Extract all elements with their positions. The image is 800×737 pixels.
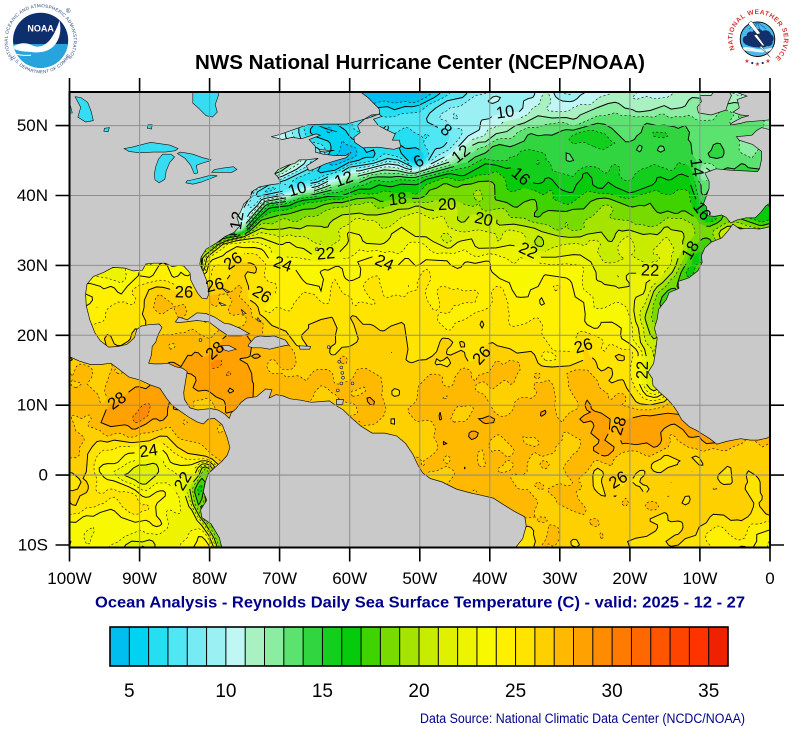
svg-text:10S: 10S: [18, 536, 48, 555]
svg-text:30N: 30N: [17, 256, 48, 275]
svg-text:20W: 20W: [612, 569, 647, 588]
svg-text:26: 26: [572, 335, 595, 358]
svg-text:★: ★: [755, 61, 760, 68]
svg-text:0: 0: [765, 569, 774, 588]
svg-text:10: 10: [495, 102, 516, 122]
svg-text:20: 20: [473, 209, 495, 231]
svg-text:24: 24: [372, 251, 396, 275]
svg-text:26: 26: [175, 283, 194, 301]
svg-text:20: 20: [408, 681, 429, 702]
svg-text:80W: 80W: [192, 569, 227, 588]
svg-text:22: 22: [633, 361, 652, 380]
svg-text:5: 5: [124, 681, 135, 702]
svg-text:10N: 10N: [17, 396, 48, 415]
svg-text:22: 22: [641, 261, 660, 279]
svg-text:NWS National Hurricane Center: NWS National Hurricane Center (NCEP/NOAA…: [195, 52, 645, 74]
svg-text:100W: 100W: [47, 569, 91, 588]
svg-text:18: 18: [388, 189, 408, 209]
svg-text:40N: 40N: [17, 186, 48, 205]
svg-text:20: 20: [438, 195, 457, 214]
svg-text:10W: 10W: [682, 569, 717, 588]
svg-text:★: ★: [744, 58, 749, 65]
svg-text:26: 26: [204, 275, 226, 297]
svg-text:25: 25: [505, 681, 526, 702]
svg-text:Data Source: National Climatic: Data Source: National Climatic Data Cent…: [420, 711, 745, 726]
svg-text:★: ★: [765, 58, 770, 65]
svg-text:24: 24: [138, 441, 159, 461]
svg-text:10: 10: [215, 681, 236, 702]
svg-text:30W: 30W: [542, 569, 577, 588]
svg-text:12: 12: [332, 168, 356, 191]
svg-text:22: 22: [316, 244, 336, 264]
svg-text:0: 0: [39, 466, 48, 485]
svg-text:28: 28: [608, 414, 631, 437]
svg-text:30: 30: [602, 681, 623, 702]
svg-text:50W: 50W: [402, 569, 437, 588]
svg-text:50N: 50N: [17, 116, 48, 135]
svg-text:12: 12: [227, 210, 248, 231]
svg-text:20N: 20N: [17, 326, 48, 345]
svg-text:15: 15: [312, 681, 333, 702]
svg-text:40W: 40W: [472, 569, 507, 588]
svg-text:Ocean Analysis - Reynolds Dail: Ocean Analysis - Reynolds Daily Sea Surf…: [95, 595, 745, 612]
svg-text:70W: 70W: [262, 569, 297, 588]
svg-text:24: 24: [271, 253, 294, 276]
svg-text:10: 10: [286, 178, 309, 200]
svg-text:60W: 60W: [332, 569, 367, 588]
svg-text:14: 14: [686, 157, 706, 178]
svg-text:35: 35: [698, 681, 719, 702]
svg-text:NOAA: NOAA: [27, 24, 54, 34]
svg-text:®: ®: [66, 8, 71, 15]
svg-text:90W: 90W: [122, 569, 157, 588]
